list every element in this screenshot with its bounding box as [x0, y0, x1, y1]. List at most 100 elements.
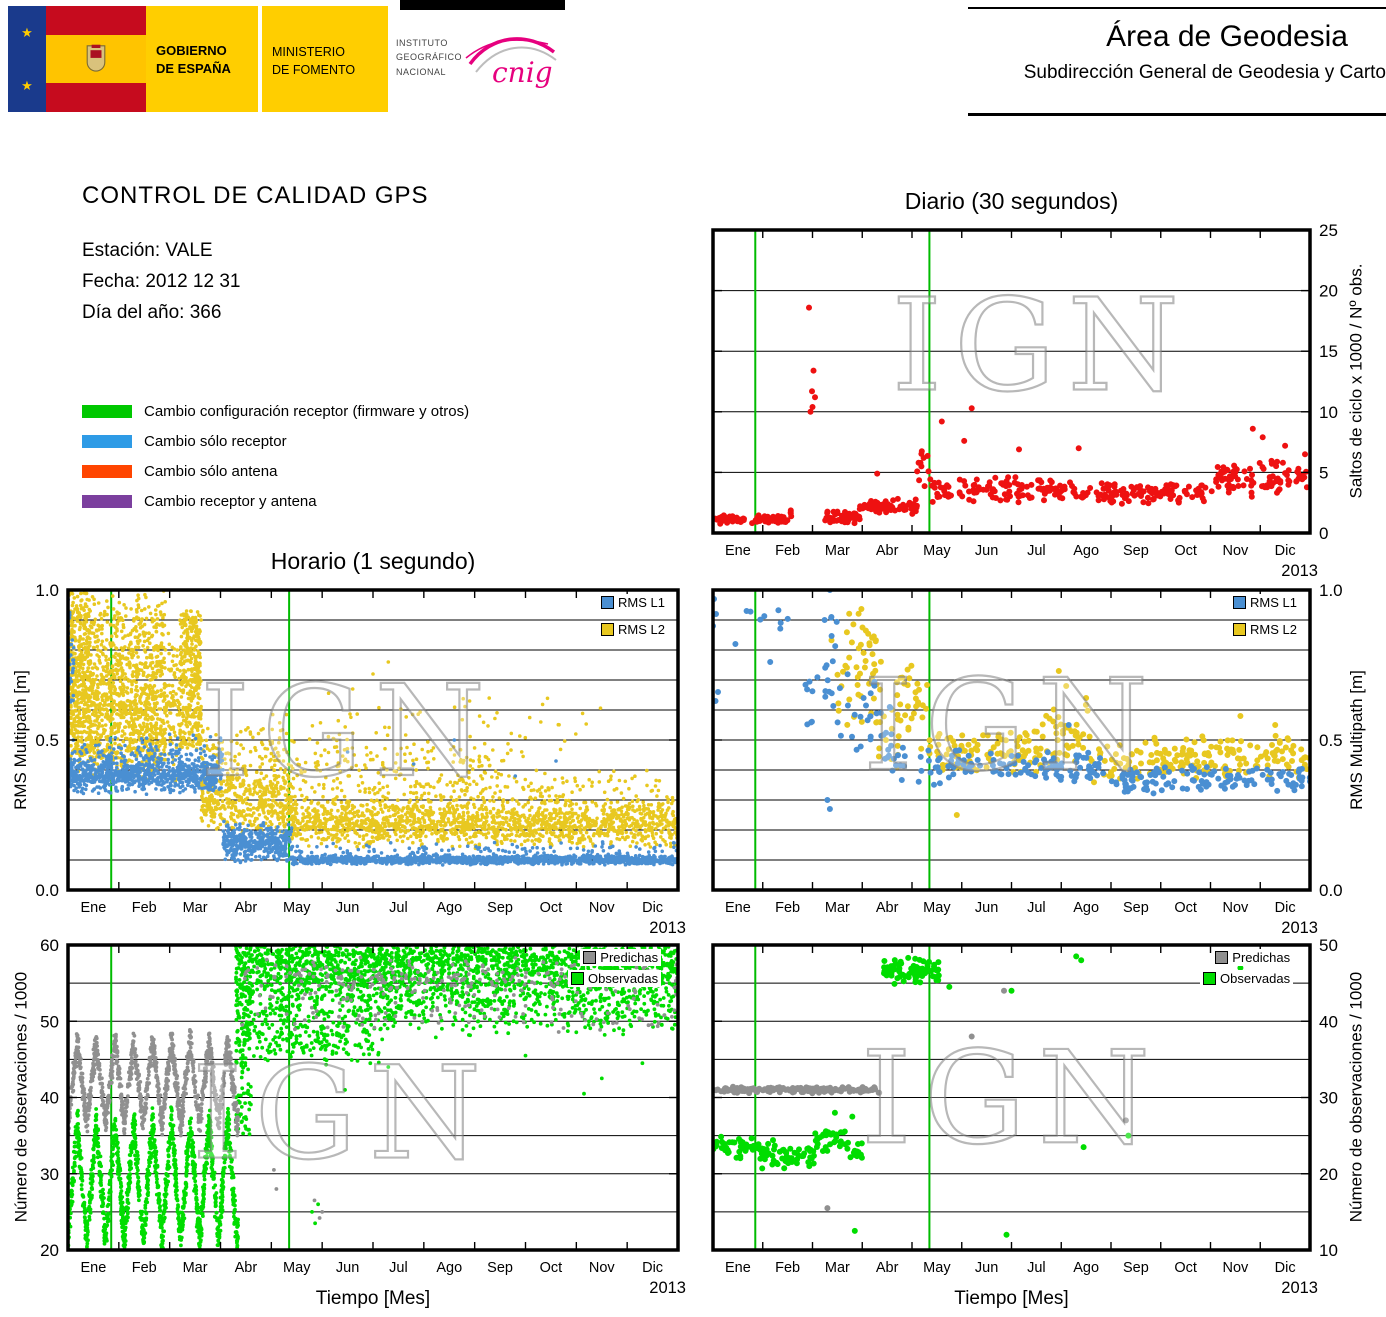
svg-text:Mar: Mar	[825, 900, 850, 916]
scan-artifact-bar	[400, 0, 565, 10]
svg-text:30: 30	[40, 1165, 59, 1184]
svg-text:40: 40	[1319, 1012, 1338, 1031]
svg-text:Nov: Nov	[1222, 1260, 1249, 1276]
svg-text:Jun: Jun	[975, 543, 998, 559]
svg-text:0.0: 0.0	[1319, 881, 1343, 900]
svg-text:Dic: Dic	[642, 1260, 663, 1276]
svg-text:Nov: Nov	[589, 900, 616, 916]
spain-crest-icon	[86, 44, 106, 72]
svg-text:Dic: Dic	[1275, 900, 1296, 916]
svg-text:Abr: Abr	[876, 543, 899, 559]
rms-l1-swatch	[1233, 596, 1246, 609]
svg-text:Jul: Jul	[1027, 1260, 1046, 1276]
svg-text:Sep: Sep	[1123, 900, 1149, 916]
svg-text:Mar: Mar	[183, 900, 208, 916]
legend-row-solo-receptor: Cambio sólo receptor	[82, 433, 287, 450]
eu-flag-strip: ★ ★	[8, 6, 46, 112]
svg-text:0.0: 0.0	[35, 881, 59, 900]
svg-text:Oct: Oct	[540, 1260, 563, 1276]
svg-text:Jun: Jun	[975, 1260, 998, 1276]
flag-band-red	[46, 6, 146, 35]
spain-flag	[46, 6, 146, 112]
svg-text:5: 5	[1319, 463, 1328, 482]
svg-text:Jul: Jul	[389, 900, 408, 916]
gobierno-text: GOBIERNO DE ESPAÑA	[156, 43, 231, 76]
legend-rms-diario: RMS L1 RMS L2	[1230, 594, 1300, 648]
flag-band-yellow	[46, 34, 146, 84]
svg-text:Dic: Dic	[642, 900, 663, 916]
svg-text:25: 25	[1319, 222, 1338, 240]
svg-text:May: May	[923, 1260, 951, 1276]
chart-title-diario: Diario (30 segundos)	[904, 188, 1119, 214]
svg-text:0: 0	[1319, 524, 1328, 543]
area-subtitle: Subdirección General de Geodesia y Carto	[1023, 62, 1386, 83]
chart-horario-observaciones: IGN 20 30 40 50 60 Ene Feb Mar Abr May Jun Jul Ago Sep…	[40, 937, 686, 1297]
legend-item-rms-l1: RMS L1	[598, 594, 668, 611]
svg-text:Ago: Ago	[1073, 1260, 1099, 1276]
svg-text:2013: 2013	[649, 1279, 686, 1297]
doy-line: Día del año: 366	[82, 302, 222, 323]
legend-label: Predichas	[1232, 950, 1291, 965]
svg-text:30: 30	[1319, 1089, 1338, 1108]
legend-rms-horario: RMS L1 RMS L2	[598, 594, 668, 648]
svg-text:15: 15	[1319, 342, 1338, 361]
xlabel-tiempo-left: Tiempo [Mes]	[315, 1288, 431, 1309]
header-rule-bottom	[968, 113, 1386, 116]
flag-band-red	[46, 83, 146, 112]
svg-text:Jul: Jul	[389, 1260, 408, 1276]
svg-text:Oct: Oct	[1174, 900, 1197, 916]
svg-text:2013: 2013	[1281, 919, 1318, 937]
svg-text:20: 20	[1319, 282, 1338, 301]
ign-block: INSTITUTO GEOGRÁFICO NACIONAL cnig	[392, 6, 572, 112]
legend-label: Observadas	[588, 971, 659, 986]
svg-text:Sep: Sep	[1123, 1260, 1149, 1276]
svg-text:IGN: IGN	[861, 1024, 1162, 1173]
chart-diario-saltos: IGN 0 5 10 15 20 25 Ene Feb Mar Abr May Jun Jul Ago Sep…	[711, 222, 1338, 580]
svg-text:Abr: Abr	[876, 900, 899, 916]
svg-text:Ene: Ene	[725, 900, 751, 916]
chart-diario-rms: IGN 0.0 0.5 1.0 Ene Feb Mar Abr May Jun Jul Ago Sep O…	[711, 582, 1343, 937]
svg-text:Nov: Nov	[1222, 543, 1249, 559]
svg-text:Jun: Jun	[975, 900, 998, 916]
svg-text:Abr: Abr	[235, 1260, 258, 1276]
svg-text:40: 40	[40, 1089, 59, 1108]
svg-text:IGN: IGN	[200, 658, 497, 805]
legend-item-observadas: Observadas	[1200, 970, 1294, 987]
legend-item-observadas: Observadas	[568, 970, 662, 987]
ministerio-text: MINISTERIO DE FOMENTO	[272, 45, 356, 77]
svg-text:Mar: Mar	[183, 1260, 208, 1276]
report-title: CONTROL DE CALIDAD GPS	[82, 182, 429, 209]
area-title: Área de Geodesia	[1106, 20, 1348, 53]
legend-label: RMS L1	[1250, 595, 1297, 610]
svg-text:Jun: Jun	[336, 900, 359, 916]
svg-text:20: 20	[40, 1241, 59, 1260]
legend-item-predichas: Predichas	[1212, 949, 1294, 966]
svg-text:Ago: Ago	[1073, 543, 1099, 559]
svg-text:Mar: Mar	[825, 543, 850, 559]
svg-text:Sep: Sep	[487, 1260, 513, 1276]
observadas-swatch	[1203, 972, 1216, 985]
svg-text:Nov: Nov	[1222, 900, 1249, 916]
svg-text:Sep: Sep	[487, 900, 513, 916]
svg-text:Feb: Feb	[775, 900, 800, 916]
legend-row-config-receptor: Cambio configuración receptor (firmware …	[82, 403, 469, 420]
gobierno-logo-block: ★ ★ GOBIERNO DE ESPAÑA	[8, 6, 258, 112]
svg-text:Ene: Ene	[725, 1260, 751, 1276]
legend-label: Cambio receptor y antena	[144, 493, 317, 510]
svg-text:50: 50	[40, 1012, 59, 1031]
legend-item-predichas: Predichas	[580, 949, 662, 966]
svg-text:60: 60	[40, 937, 59, 955]
svg-text:1.0: 1.0	[1319, 582, 1343, 600]
legend-swatch-solo-antena	[82, 465, 132, 478]
svg-text:Ene: Ene	[81, 900, 107, 916]
svg-text:10: 10	[1319, 1241, 1338, 1260]
svg-text:IGN: IGN	[863, 652, 1160, 799]
legend-label: Cambio configuración receptor (firmware …	[144, 403, 470, 420]
legend-swatch-receptor-antena	[82, 495, 132, 508]
rms-l2-swatch	[601, 623, 614, 636]
svg-text:Ago: Ago	[436, 900, 462, 916]
svg-text:2013: 2013	[1281, 1279, 1318, 1297]
legend-item-rms-l2: RMS L2	[598, 621, 668, 638]
legend-item-rms-l1: RMS L1	[1230, 594, 1300, 611]
legend-label: Cambio sólo receptor	[144, 433, 287, 450]
